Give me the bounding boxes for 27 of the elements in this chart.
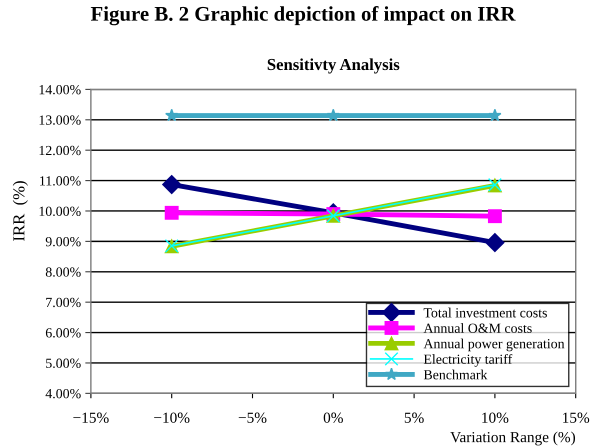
y-tick-label: 12.00%	[40, 146, 81, 156]
y-tick-label: 13.00%	[40, 115, 81, 125]
y-tick-label: 4.00%	[46, 388, 81, 398]
y-tick-label: 14.00%	[40, 84, 81, 94]
chart-subtitle: Figure B. 2 Graphic depiction of impact on IRR	[90, 6, 516, 26]
x-tick-label: 15%	[563, 412, 590, 423]
y-tick-label: 7.00%	[46, 298, 81, 308]
y-tick-label: 5.00%	[46, 358, 81, 368]
y-tick-label: 6.00%	[46, 328, 81, 338]
x-axis-title: Variation Range (%)	[450, 432, 576, 446]
chart-title: Sensitivty Analysis	[268, 58, 400, 74]
y-tick-label: 11.00%	[40, 176, 81, 186]
x-tick-label: −15%	[73, 412, 109, 423]
y-tick-label: 8.00%	[46, 267, 81, 277]
x-tick-label: −5%	[238, 412, 266, 423]
legend-label: Annual power generation	[424, 338, 564, 352]
x-tick-label: 5%	[404, 412, 424, 423]
legend-label: Total investment costs	[424, 308, 547, 318]
y-axis-title: IRR (%)	[12, 181, 28, 241]
legend-label: Annual O&M costs	[424, 323, 532, 333]
legend-label: Electricity tariff	[424, 354, 512, 367]
x-tick-label: 0%	[324, 412, 343, 423]
x-tick-label: 10%	[482, 412, 508, 423]
legend-label: Benchmark	[424, 370, 488, 380]
y-tick-label: 9.00%	[46, 236, 81, 246]
y-tick-label: 10.00%	[40, 206, 81, 216]
x-tick-label: −10%	[154, 412, 190, 423]
